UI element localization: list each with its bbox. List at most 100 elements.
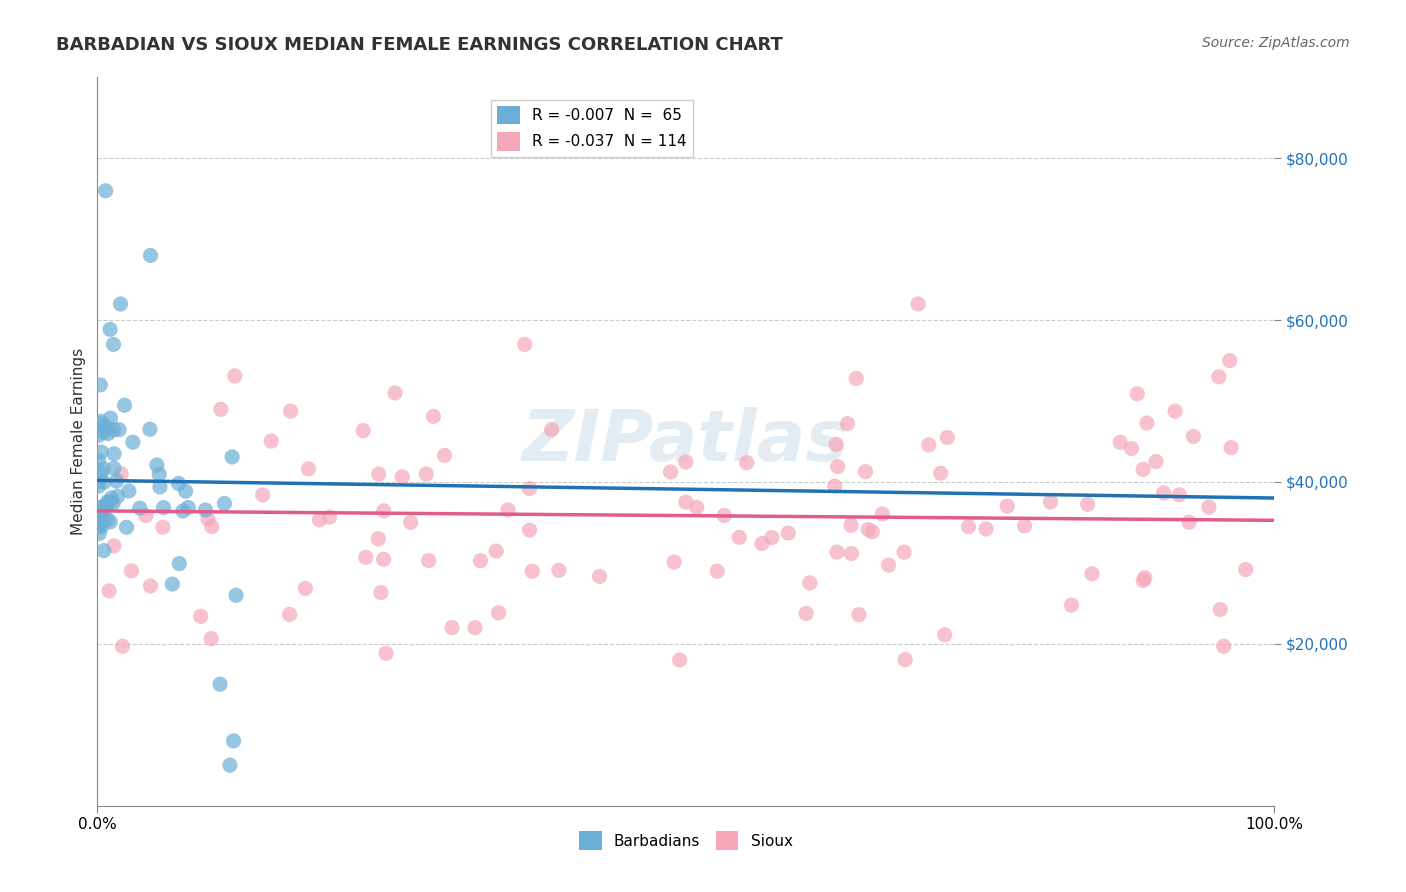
Sioux — [686, 500, 709, 515]
Barbadians — [177, 500, 200, 515]
Barbadians — [225, 588, 247, 602]
Barbadians — [87, 417, 110, 431]
Barbadians — [221, 450, 243, 464]
Sioux — [974, 522, 997, 536]
Sioux — [201, 519, 224, 533]
Sioux — [799, 575, 821, 590]
Barbadians — [115, 520, 138, 534]
Sioux — [103, 539, 125, 553]
Barbadians — [146, 458, 169, 472]
Sioux — [391, 470, 413, 484]
Sioux — [373, 552, 395, 566]
Sioux — [190, 609, 212, 624]
Barbadians — [219, 758, 242, 772]
Barbadians — [93, 543, 115, 558]
Sioux — [1198, 500, 1220, 514]
Sioux — [877, 558, 900, 573]
Sioux — [135, 508, 157, 523]
Sioux — [1208, 369, 1230, 384]
Sioux — [728, 530, 751, 544]
Barbadians — [97, 512, 120, 526]
Sioux — [1234, 563, 1257, 577]
Sioux — [1182, 429, 1205, 443]
Sioux — [548, 563, 571, 577]
Sioux — [751, 536, 773, 550]
Sioux — [367, 467, 389, 481]
Sioux — [1121, 442, 1143, 456]
Barbadians — [107, 489, 129, 503]
Sioux — [540, 423, 562, 437]
Barbadians — [214, 496, 236, 510]
Barbadians — [169, 557, 191, 571]
Sioux — [278, 607, 301, 622]
Sioux — [294, 582, 316, 596]
Barbadians — [96, 495, 118, 509]
Sioux — [1133, 571, 1156, 585]
Barbadians — [167, 476, 190, 491]
Barbadians — [103, 337, 125, 351]
Sioux — [1132, 574, 1154, 588]
Sioux — [519, 523, 541, 537]
Sioux — [1220, 441, 1243, 455]
Barbadians — [222, 734, 245, 748]
Sioux — [318, 510, 340, 524]
Sioux — [872, 507, 894, 521]
Sioux — [488, 606, 510, 620]
Sioux — [918, 438, 941, 452]
Barbadians — [94, 419, 117, 434]
Sioux — [464, 621, 486, 635]
Sioux — [111, 640, 134, 654]
Barbadians — [94, 184, 117, 198]
Barbadians — [90, 445, 112, 459]
Sioux — [197, 512, 219, 526]
Sioux — [936, 430, 959, 444]
Barbadians — [103, 496, 125, 510]
Sioux — [1014, 519, 1036, 533]
Barbadians — [93, 475, 115, 490]
Barbadians — [209, 677, 232, 691]
Sioux — [297, 462, 319, 476]
Barbadians — [128, 501, 150, 516]
Sioux — [110, 467, 132, 481]
Sioux — [422, 409, 444, 424]
Sioux — [1077, 497, 1099, 511]
Sioux — [668, 653, 690, 667]
Sioux — [839, 518, 862, 533]
Sioux — [224, 368, 246, 383]
Text: BARBADIAN VS SIOUX MEDIAN FEMALE EARNINGS CORRELATION CHART: BARBADIAN VS SIOUX MEDIAN FEMALE EARNING… — [56, 36, 783, 54]
Barbadians — [89, 517, 111, 532]
Sioux — [825, 437, 848, 451]
Sioux — [659, 465, 682, 479]
Sioux — [1109, 435, 1132, 450]
Sioux — [827, 459, 849, 474]
Barbadians — [98, 515, 121, 529]
Sioux — [418, 553, 440, 567]
Barbadians — [148, 467, 170, 482]
Sioux — [367, 532, 389, 546]
Sioux — [470, 554, 492, 568]
Barbadians — [93, 425, 115, 439]
Sioux — [519, 482, 541, 496]
Sioux — [260, 434, 283, 448]
Sioux — [929, 467, 952, 481]
Barbadians — [87, 428, 110, 442]
Barbadians — [89, 500, 111, 515]
Sioux — [845, 371, 868, 385]
Sioux — [995, 499, 1018, 513]
Sioux — [855, 465, 877, 479]
Barbadians — [98, 322, 121, 336]
Barbadians — [97, 426, 120, 441]
Sioux — [373, 504, 395, 518]
Sioux — [1132, 462, 1154, 476]
Sioux — [139, 579, 162, 593]
Text: ZIPatlas: ZIPatlas — [522, 407, 849, 476]
Sioux — [98, 583, 121, 598]
Sioux — [522, 564, 544, 578]
Sioux — [280, 404, 302, 418]
Barbadians — [100, 491, 122, 505]
Barbadians — [162, 577, 184, 591]
Barbadians — [90, 514, 112, 528]
Sioux — [433, 448, 456, 462]
Barbadians — [89, 526, 111, 541]
Barbadians — [89, 504, 111, 518]
